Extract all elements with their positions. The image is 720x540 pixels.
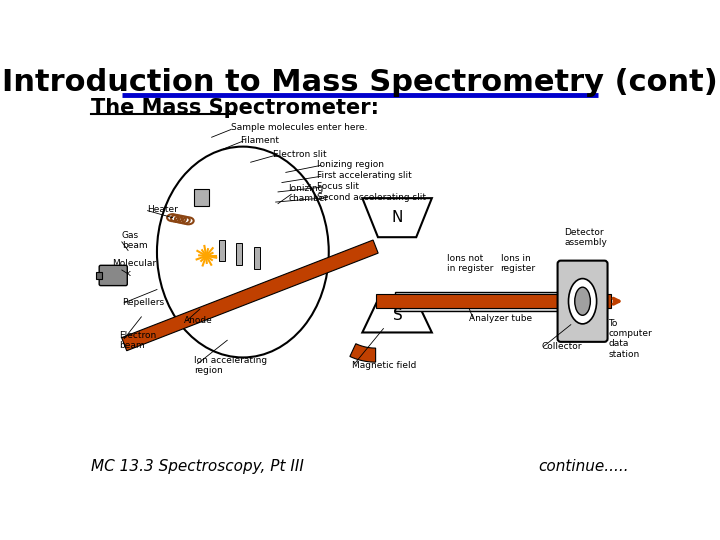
Polygon shape xyxy=(350,343,376,362)
Text: Electron
beam: Electron beam xyxy=(120,330,157,350)
Bar xyxy=(254,247,260,269)
Text: Focus slit: Focus slit xyxy=(317,182,359,191)
Text: Molecular
leak: Molecular leak xyxy=(112,259,156,278)
Polygon shape xyxy=(376,294,611,308)
Text: Ionizing region: Ionizing region xyxy=(317,160,384,169)
Text: continue.....: continue..... xyxy=(539,460,629,474)
Ellipse shape xyxy=(569,279,597,324)
Text: Magnetic field: Magnetic field xyxy=(352,361,417,370)
Bar xyxy=(236,244,242,265)
Text: MC 13.3 Spectroscopy, Pt III: MC 13.3 Spectroscopy, Pt III xyxy=(91,460,303,474)
Text: Ions not
in register: Ions not in register xyxy=(447,254,494,273)
Bar xyxy=(194,189,209,206)
FancyBboxPatch shape xyxy=(557,261,608,342)
Polygon shape xyxy=(362,300,432,333)
Text: Sample molecules enter here.: Sample molecules enter here. xyxy=(231,123,368,132)
Text: To
computer
data
station: To computer data station xyxy=(608,319,652,359)
Text: Ions in
register: Ions in register xyxy=(500,254,536,273)
Text: Detector
assembly: Detector assembly xyxy=(564,227,608,247)
Polygon shape xyxy=(122,240,378,351)
Text: Filament: Filament xyxy=(240,136,279,145)
Text: Anode: Anode xyxy=(184,316,213,325)
Text: Ionizing
chamber: Ionizing chamber xyxy=(288,184,328,203)
Text: Heater: Heater xyxy=(148,205,179,214)
Text: Electron slit: Electron slit xyxy=(273,150,326,159)
Bar xyxy=(96,272,102,279)
Text: Ion accelerating
region: Ion accelerating region xyxy=(194,355,268,375)
Text: Collector: Collector xyxy=(541,342,582,351)
Bar xyxy=(219,240,225,261)
Text: The Mass Spectrometer:: The Mass Spectrometer: xyxy=(91,98,379,118)
FancyBboxPatch shape xyxy=(99,265,127,286)
Text: Repellers: Repellers xyxy=(122,298,164,307)
Bar xyxy=(395,292,571,310)
Text: Gas
beam: Gas beam xyxy=(122,231,148,250)
Text: Analyzer tube: Analyzer tube xyxy=(469,314,533,323)
Polygon shape xyxy=(362,198,432,237)
Text: First accelerating slit: First accelerating slit xyxy=(317,171,412,180)
Ellipse shape xyxy=(575,287,590,315)
Text: Second accelerating slit: Second accelerating slit xyxy=(317,193,426,202)
Text: Introduction to Mass Spectrometry (cont): Introduction to Mass Spectrometry (cont) xyxy=(2,68,718,97)
Text: N: N xyxy=(392,210,403,225)
Text: S: S xyxy=(392,308,402,323)
